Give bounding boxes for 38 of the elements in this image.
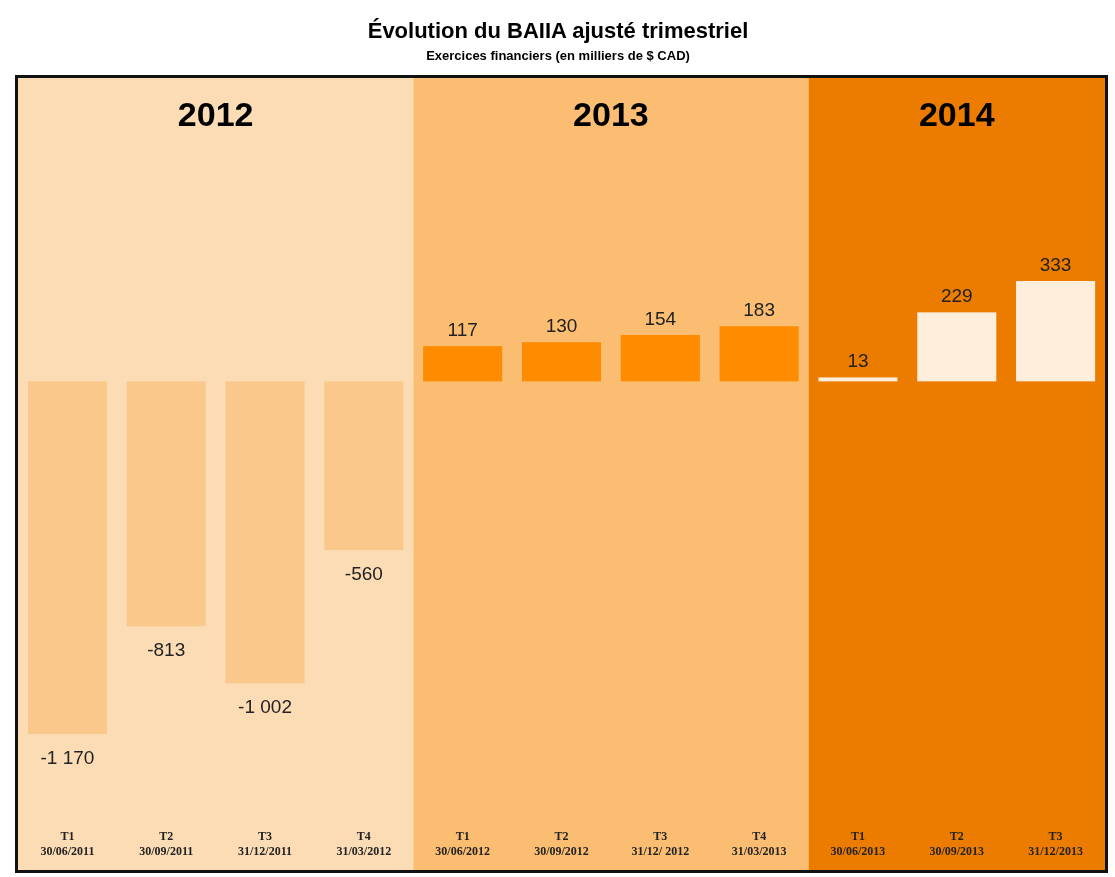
data-label: 229 <box>940 285 973 307</box>
bar <box>324 381 404 551</box>
band-label: 2014 <box>918 95 995 133</box>
data-label: 130 <box>545 315 578 337</box>
data-label: 154 <box>644 307 677 329</box>
bar <box>620 334 700 382</box>
x-tick-label: T1 30/06/2011 <box>40 829 95 858</box>
x-tick-label: T4 31/03/2013 <box>731 829 787 858</box>
chart-subtitle: Exercices financiers (en milliers de $ CAD) <box>426 48 690 63</box>
bar <box>423 346 503 382</box>
data-label: -560 <box>344 563 383 585</box>
x-tick-label: T1 30/06/2013 <box>830 829 886 858</box>
x-tick-label: T2 30/09/2011 <box>139 829 194 858</box>
data-label: -1 002 <box>238 696 292 718</box>
x-tick-label: T3 31/12/2011 <box>238 829 293 858</box>
data-label: 13 <box>847 350 869 372</box>
x-tick-label: T2 30/09/2012 <box>534 829 589 858</box>
x-tick-label: T3 31/12/2013 <box>1028 829 1083 858</box>
bar <box>27 381 107 734</box>
data-label: -813 <box>147 639 186 661</box>
bar <box>521 342 602 382</box>
x-tick-label: T1 30/06/2012 <box>435 829 491 858</box>
bar <box>126 381 206 627</box>
band-label: 2012 <box>177 95 254 133</box>
band-label: 2013 <box>573 95 649 133</box>
bar <box>818 377 898 382</box>
bar <box>917 312 997 382</box>
x-tick-label: T4 31/03/2012 <box>336 829 392 858</box>
data-label: 117 <box>447 319 478 341</box>
x-tick-label: T2 30/09/2013 <box>929 829 985 858</box>
chart-title: Évolution du BAIIA ajusté trimestriel <box>367 18 749 43</box>
x-tick-label: T3 31/12/ 2012 <box>631 829 690 858</box>
bar <box>225 381 305 684</box>
bar <box>1016 281 1096 382</box>
bar <box>719 326 799 382</box>
data-label: -1 170 <box>40 747 95 768</box>
data-label: 333 <box>1039 254 1072 275</box>
data-label: 183 <box>743 299 775 321</box>
